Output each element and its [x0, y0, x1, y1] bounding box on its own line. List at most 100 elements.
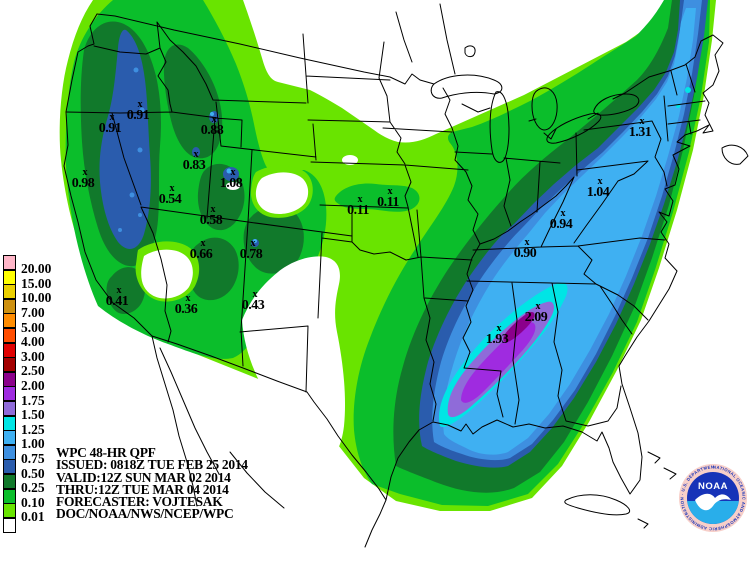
- qpf-max-value: 0.98: [72, 176, 95, 191]
- qpf-max-marker-icon: x: [186, 293, 191, 304]
- legend-swatch: [3, 284, 16, 300]
- legend-value: 0.25: [21, 480, 45, 496]
- canada-border: [96, 3, 638, 140]
- band-1.00-uinta-speck: [226, 168, 232, 174]
- band-2.00-southeast: [503, 311, 535, 343]
- lake-ontario: [593, 93, 640, 116]
- legend-value: 2.00: [21, 377, 45, 393]
- qpf-max-marker-icon: x: [358, 194, 363, 205]
- qpf-max-marker-icon: x: [525, 237, 530, 248]
- band-1.25-newengland-speck: [685, 87, 691, 93]
- legend-value: 0.01: [21, 509, 45, 525]
- qpf-max-marker-icon: x: [117, 285, 122, 296]
- qpf-max-marker-icon: x: [253, 289, 258, 300]
- band-1.75-southeast: [461, 322, 536, 403]
- legend-swatch: [3, 342, 16, 358]
- qpf-max-marker-icon: x: [388, 186, 393, 197]
- qpf-max-marker-icon: x: [83, 167, 88, 178]
- valid-line: VALID:12Z SUN MAR 02 2014: [56, 469, 231, 485]
- qpf-max-marker-icon: x: [201, 238, 206, 249]
- state-borders: [65, 21, 706, 427]
- band-0.75-west-specks: [118, 67, 145, 232]
- legend-swatch: [3, 371, 16, 387]
- qpf-max-value: 0.91: [99, 121, 122, 136]
- legend-swatch: [3, 255, 16, 270]
- coastline-and-national-borders: [63, 13, 724, 501]
- qpf-max-value: 0.90: [514, 246, 537, 261]
- dry-hole-nw-colorado: [255, 172, 309, 214]
- issuance-info-block: WPC 48-HR QPF ISSUED: 0818Z TUE FEB 25 2…: [56, 446, 248, 522]
- qpf-max-value: 0.88: [201, 123, 224, 138]
- qpf-max-value: 0.36: [175, 302, 198, 317]
- qpf-max-marker-icon: x: [497, 323, 502, 334]
- band-0.50-sawtooth-speck: [192, 147, 200, 157]
- legend-swatch: [3, 459, 16, 475]
- legend-swatch: [3, 503, 16, 519]
- qpf-max-marker-icon: x: [561, 208, 566, 219]
- qpf-max-marker-icon: x: [536, 301, 541, 312]
- band-0.25-socal: [106, 267, 146, 314]
- lake-erie: [546, 113, 602, 144]
- legend-value: 0.75: [21, 450, 45, 466]
- great-salt-lake: [226, 182, 240, 190]
- qpf-max-value: 0.43: [242, 298, 265, 313]
- qpf-max-value: 0.78: [240, 247, 263, 262]
- qpf-max-marker-icon: x: [138, 99, 143, 110]
- legend-value: 10.00: [21, 290, 52, 306]
- qpf-max-marker-icon: x: [231, 167, 236, 178]
- legend-value: 0.10: [21, 494, 45, 510]
- agency-line: DOC/NOAA/NWS/NCEP/WPC: [56, 506, 234, 522]
- band-0.50-west-core: [99, 29, 151, 249]
- qpf-max-value: 1.93: [486, 332, 509, 347]
- legend-value: 7.00: [21, 304, 45, 320]
- noaa-logo: NOAA NATIONAL OCEANIC AND ATMOSPHERIC AD…: [679, 464, 747, 532]
- legend-value: 1.75: [21, 392, 45, 408]
- legend-value: 15.00: [21, 275, 52, 291]
- nova-scotia-outline: [721, 144, 749, 165]
- geography-outlines: [63, 3, 749, 548]
- qpf-max-marker-icon: x: [170, 183, 175, 194]
- legend-swatch: [3, 298, 16, 314]
- band-0.25-arizona: [187, 237, 239, 301]
- dry-hole-west-texas: [242, 256, 346, 458]
- legend-swatch: [3, 401, 16, 416]
- qpf-max-marker-icon: x: [251, 238, 256, 249]
- qpf-max-value: 0.58: [200, 213, 223, 228]
- legend-swatch: [3, 444, 16, 460]
- legend-value: 20.00: [21, 261, 52, 277]
- qpf-max-value: 0.11: [377, 195, 399, 210]
- noaa-logo-acronym: NOAA: [698, 481, 728, 492]
- qpf-color-scale: 20.00 15.00 10.00 7.00 5.00 4.00 3.00 2.50 2.00 1…: [2, 255, 62, 540]
- legend-value: 1.00: [21, 436, 45, 452]
- qpf-max-value: 0.11: [347, 203, 369, 218]
- legend-value: 4.00: [21, 334, 45, 350]
- qpf-max-value: 0.83: [183, 158, 206, 173]
- qpf-max-value: 1.04: [587, 185, 610, 200]
- qpf-max-marker-icon: x: [212, 114, 217, 125]
- mexico-baja-outlines: [151, 335, 387, 548]
- canadian-lake: [464, 45, 476, 58]
- issued-line: ISSUED: 0818Z TUE FEB 25 2014: [56, 457, 248, 473]
- qpf-max-value: 2.09: [525, 310, 548, 325]
- band-0.25-colorado: [243, 205, 304, 274]
- qpf-max-marker-icon: x: [211, 204, 216, 215]
- legend-value: 2.50: [21, 363, 45, 379]
- band-0.10-central: [334, 183, 420, 212]
- noaa-seagull-icon: [695, 493, 731, 511]
- qpf-max-value: 0.41: [106, 294, 129, 309]
- dry-hole-wyoming: [342, 155, 358, 165]
- legend-swatch: [3, 269, 16, 285]
- lake-huron: [531, 87, 558, 131]
- band-0.25-idaho: [163, 44, 223, 159]
- legend-swatch: [3, 415, 16, 431]
- thru-line: THRU:12Z TUE MAR 04 2014: [56, 481, 229, 497]
- qpf-max-value: 0.91: [127, 108, 150, 123]
- legend-swatch: [3, 313, 16, 329]
- legend-value: 1.25: [21, 421, 45, 437]
- qpf-max-marker-icon: x: [598, 176, 603, 187]
- qpf-max-marker-icon: x: [194, 149, 199, 160]
- band-1.00-montana-speck: [210, 112, 214, 116]
